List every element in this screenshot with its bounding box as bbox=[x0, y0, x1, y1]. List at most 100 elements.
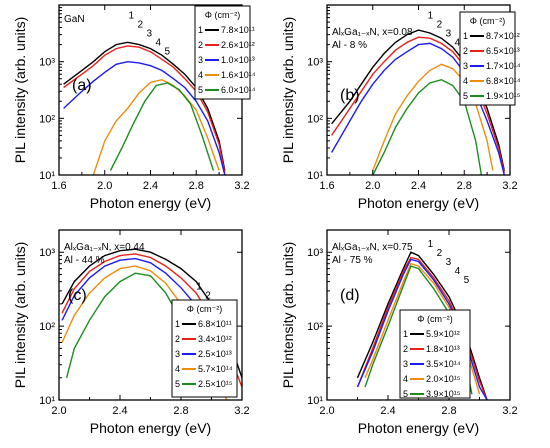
y-tick-label: 10¹ bbox=[307, 170, 323, 182]
material-label: AlₓGa₁₋ₓN, x=0.75 bbox=[332, 242, 413, 253]
material-label: Al - 44 % bbox=[64, 255, 105, 266]
legend-index: 5 bbox=[198, 85, 203, 95]
x-tick-label: 3.2 bbox=[234, 405, 249, 417]
material-label: Al - 75 % bbox=[332, 255, 373, 266]
series-line-2 bbox=[63, 45, 226, 173]
curve-number-label: 1 bbox=[196, 282, 202, 293]
legend-title: Φ (cm⁻²) bbox=[417, 314, 452, 324]
legend-box bbox=[194, 5, 251, 100]
series-line-5 bbox=[372, 78, 483, 176]
legend-entry: 1.6×10¹⁴ bbox=[221, 70, 256, 80]
material-label: Al - 8 % bbox=[332, 40, 367, 51]
legend-index: 3 bbox=[198, 55, 203, 65]
x-tick-label: 2.8 bbox=[173, 405, 188, 417]
legend-index: 1 bbox=[463, 31, 468, 41]
x-tick-label: 3.2 bbox=[502, 180, 517, 192]
x-tick-label: 2.0 bbox=[319, 405, 334, 417]
panel-label: (d) bbox=[340, 287, 360, 304]
y-tick-label: 10² bbox=[307, 113, 323, 125]
material-label: GaN bbox=[64, 14, 85, 25]
x-tick-label: 1.6 bbox=[319, 180, 334, 192]
legend-index: 1 bbox=[403, 329, 408, 339]
legend-index: 4 bbox=[175, 364, 180, 374]
y-axis-label: PIL intensity (arb. units) bbox=[280, 17, 296, 164]
y-tick-label: 10³ bbox=[307, 57, 323, 69]
panel-label: (a) bbox=[72, 77, 92, 94]
x-tick-label: 2.0 bbox=[97, 180, 112, 192]
y-tick-label: 10³ bbox=[39, 247, 55, 259]
legend-entry: 1.9×10¹⁵ bbox=[486, 91, 521, 101]
curve-number-label: 2 bbox=[138, 20, 144, 31]
y-axis-label: PIL intensity (arb. units) bbox=[12, 242, 28, 389]
legend-entry: 1.7×10¹⁴ bbox=[486, 61, 521, 71]
y-tick-label: 10² bbox=[39, 321, 55, 333]
x-tick-label: 2.8 bbox=[189, 180, 204, 192]
panel-label: (c) bbox=[68, 287, 87, 304]
legend-index: 3 bbox=[175, 349, 180, 359]
legend-index: 5 bbox=[463, 91, 468, 101]
x-tick-label: 2.4 bbox=[380, 405, 395, 417]
curve-number-label: 1 bbox=[428, 239, 434, 250]
panel-c: 2.0 2.4 2.8 3.2 10¹ 10² 10³ Photon energy (eV) P… bbox=[12, 229, 250, 436]
x-axis-label: Photon energy (eV) bbox=[358, 195, 479, 211]
legend: Φ (cm⁻²) 1 6.8×10¹¹ 2 3.4×10¹² 3 2.5×10¹³ 4 5.7×… bbox=[171, 299, 238, 398]
curve-number-label: 3 bbox=[147, 29, 153, 40]
legend-index: 2 bbox=[403, 344, 408, 354]
legend-index: 2 bbox=[198, 40, 203, 50]
curve-number-label: 2 bbox=[205, 291, 211, 302]
legend-entry: 3.9×10¹⁵ bbox=[426, 389, 461, 399]
y-tick-label: 10² bbox=[307, 321, 323, 333]
legend-index: 2 bbox=[175, 334, 180, 344]
legend-box bbox=[459, 11, 516, 106]
panel-label: (b) bbox=[340, 87, 360, 104]
legend-index: 2 bbox=[463, 46, 468, 56]
curve-number-label: 3 bbox=[446, 29, 452, 40]
curve-number-label: 5 bbox=[464, 275, 470, 286]
legend: Φ (cm⁻²)1 8.7×10¹² 2 6.5×10¹³ 3 1.7×10¹⁴ 4 6.8×… bbox=[459, 11, 521, 106]
x-tick-label: 2.0 bbox=[51, 405, 66, 417]
y-axis-label: PIL intensity (arb. units) bbox=[12, 17, 28, 164]
curve-number-label: 4 bbox=[455, 38, 461, 49]
legend-entry: 6.8×10¹⁴ bbox=[486, 76, 521, 86]
curve-number-label: 1 bbox=[428, 11, 434, 22]
x-tick-label: 1.6 bbox=[51, 180, 66, 192]
legend-index: 5 bbox=[403, 389, 408, 399]
legend-entry: 2.6×10¹² bbox=[221, 40, 255, 50]
legend-entry: 6.0×10¹⁴ bbox=[221, 85, 256, 95]
x-tick-label: 3.2 bbox=[502, 405, 517, 417]
panel-a: 1.6 2.0 2.4 2.8 3.2 10¹ 10² 10³ Photon energy (e… bbox=[12, 4, 256, 211]
x-tick-label: 2.4 bbox=[143, 180, 158, 192]
legend-index: 5 bbox=[175, 379, 180, 389]
series-line-5 bbox=[109, 82, 215, 171]
curve-number-label: 3 bbox=[446, 257, 452, 268]
legend-entry: 2.0×10¹⁵ bbox=[426, 374, 461, 384]
material-label: AlₓGa₁₋ₓN, x=0.08 bbox=[332, 27, 413, 38]
curve-number-label: 4 bbox=[156, 38, 162, 49]
legend-index: 4 bbox=[198, 70, 203, 80]
series-line-4 bbox=[92, 78, 220, 176]
x-axis-label: Photon energy (eV) bbox=[90, 195, 211, 211]
legend-index: 1 bbox=[175, 319, 180, 329]
legend-index: 3 bbox=[463, 61, 468, 71]
legend-title: Φ (cm⁻²) bbox=[470, 16, 505, 26]
legend-index: 1 bbox=[198, 25, 203, 35]
x-tick-label: 2.4 bbox=[411, 180, 426, 192]
y-axis-label: PIL intensity (arb. units) bbox=[280, 242, 296, 389]
series-line-3 bbox=[330, 42, 505, 176]
legend-title: Φ (cm⁻²) bbox=[205, 10, 240, 20]
y-tick-label: 10¹ bbox=[39, 395, 55, 407]
legend: Φ (cm⁻²) 1 5.9×10¹² 2 1.8×10¹³ 3 3.5×10¹⁴ 4 2.0×… bbox=[399, 309, 471, 399]
y-tick-label: 10¹ bbox=[39, 170, 55, 182]
x-tick-label: 2.8 bbox=[457, 180, 472, 192]
legend-index: 4 bbox=[403, 374, 408, 384]
x-axis-label: Photon energy (eV) bbox=[358, 420, 479, 436]
series-line-3 bbox=[63, 60, 226, 176]
legend-title: Φ (cm⁻²) bbox=[187, 304, 222, 314]
curve-number-label: 1 bbox=[129, 11, 135, 22]
legend-entry: 8.7×10¹² bbox=[486, 31, 520, 41]
legend-entry: 6.5×10¹³ bbox=[486, 46, 520, 56]
x-axis-label: Photon energy (eV) bbox=[90, 420, 211, 436]
series-line-4 bbox=[372, 63, 494, 171]
legend-entry: 1.0×10¹³ bbox=[221, 55, 255, 65]
